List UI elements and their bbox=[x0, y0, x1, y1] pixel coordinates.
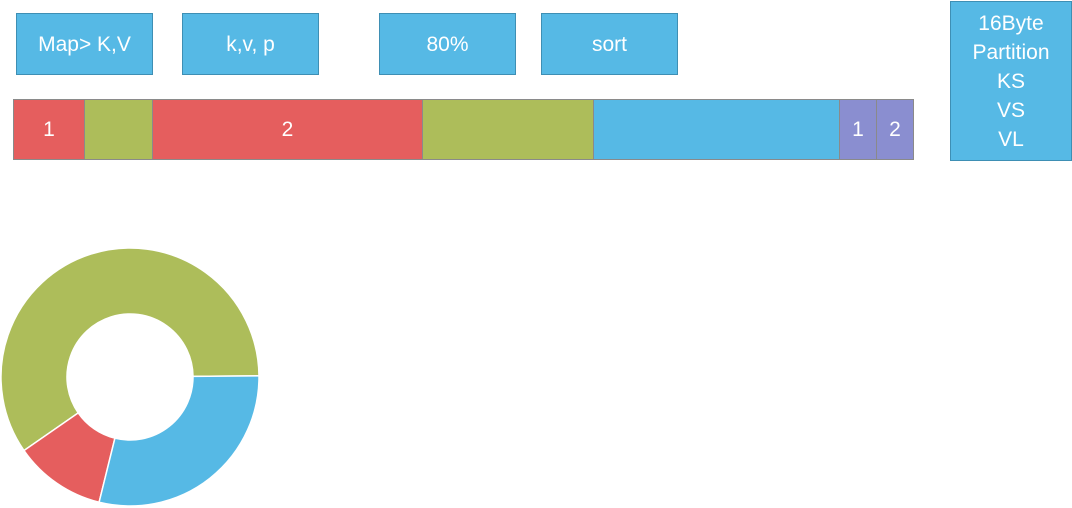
sort-label: sort bbox=[591, 32, 627, 56]
metadata-box: 16Byte Partition KS VS VL bbox=[950, 1, 1072, 161]
percent-label-box: 80% bbox=[379, 13, 516, 75]
buffer-segment-5: 1 bbox=[839, 99, 876, 160]
buffer-segment-1 bbox=[84, 99, 152, 160]
metadata-line: Partition bbox=[972, 40, 1050, 64]
buffer-segment-label: 2 bbox=[889, 117, 901, 141]
sort-label-box: sort bbox=[541, 13, 678, 75]
metadata-line: KS bbox=[996, 69, 1025, 93]
buffer-segment-label: 2 bbox=[281, 117, 294, 141]
buffer-segment-4 bbox=[593, 99, 839, 160]
donut-chart bbox=[0, 247, 260, 507]
metadata-line: 16Byte bbox=[978, 11, 1044, 35]
metadata-line: VL bbox=[998, 127, 1024, 151]
buffer-segment-0: 1 bbox=[13, 99, 84, 160]
donut-slice-0 bbox=[0, 247, 260, 452]
kvp-label-box: k,v, p bbox=[182, 13, 319, 75]
metadata-line: VS bbox=[996, 98, 1025, 122]
buffer-segment-label: 1 bbox=[852, 117, 864, 141]
buffer-segment-label: 1 bbox=[43, 117, 55, 141]
kvp-label: k,v, p bbox=[226, 32, 275, 56]
map-kv-label: Map> K,V bbox=[38, 32, 131, 56]
buffer-segment-6: 2 bbox=[876, 99, 914, 160]
percent-label: 80% bbox=[426, 32, 469, 56]
map-kv-label-box: Map> K,V bbox=[16, 13, 153, 75]
donut-slice-2 bbox=[98, 375, 260, 507]
buffer-bar: 1 2 1 2 bbox=[13, 99, 914, 160]
buffer-segment-3 bbox=[422, 99, 593, 160]
buffer-segment-2: 2 bbox=[152, 99, 422, 160]
